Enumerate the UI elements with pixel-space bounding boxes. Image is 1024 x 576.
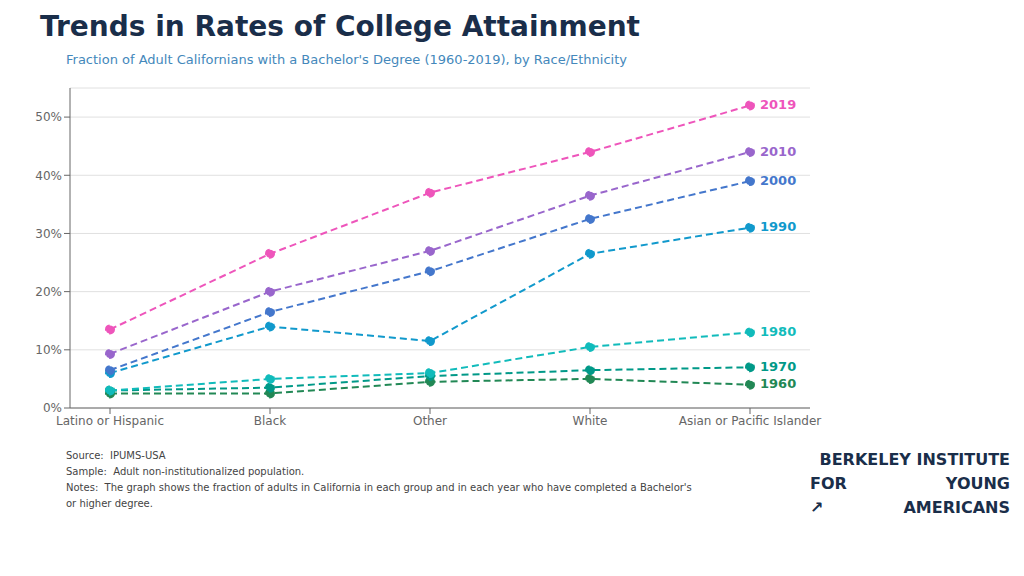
svg-text:2019: 2019: [760, 97, 796, 112]
svg-text:1980: 1980: [760, 324, 796, 339]
svg-text:Latino or Hispanic: Latino or Hispanic: [56, 414, 164, 428]
svg-text:1990: 1990: [760, 219, 796, 234]
html-text:AMERICANS: AMERICANS: [903, 498, 1010, 517]
html-text:Fraction of Adult Californians: Fraction of Adult Californians with a Ba…: [66, 52, 627, 67]
svg-text:30%: 30%: [35, 227, 62, 241]
svg-text:1970: 1970: [760, 359, 796, 374]
svg-text:Asian or Pacific Islander: Asian or Pacific Islander: [679, 414, 822, 428]
html-text:FOR: FOR: [810, 474, 847, 493]
svg-text:1960: 1960: [760, 376, 796, 391]
html-text:Sample: Adult non-institutiona: Sample: Adult non-institutionalized popu…: [66, 466, 305, 477]
svg-text:20%: 20%: [35, 285, 62, 299]
svg-text:2010: 2010: [760, 144, 796, 159]
html-text:Source: IPUMS-USA: Source: IPUMS-USA: [66, 450, 166, 461]
svg-text:Other: Other: [413, 414, 447, 428]
svg-text:50%: 50%: [35, 110, 62, 124]
svg-text:White: White: [573, 414, 608, 428]
html-text:Trends in Rates of College Att: Trends in Rates of College Attainment: [40, 10, 640, 43]
html-text:or higher degree.: or higher degree.: [66, 498, 153, 509]
svg-text:2000: 2000: [760, 173, 796, 188]
html-text:YOUNG: YOUNG: [945, 474, 1010, 493]
svg-text:0%: 0%: [43, 401, 62, 415]
svg-text:Black: Black: [254, 414, 287, 428]
html-text:BERKELEY INSTITUTE: BERKELEY INSTITUTE: [819, 450, 1010, 469]
svg-text:40%: 40%: [35, 169, 62, 183]
svg-text:10%: 10%: [35, 343, 62, 357]
html-text:Notes: The graph shows the fra: Notes: The graph shows the fraction of a…: [66, 482, 692, 493]
